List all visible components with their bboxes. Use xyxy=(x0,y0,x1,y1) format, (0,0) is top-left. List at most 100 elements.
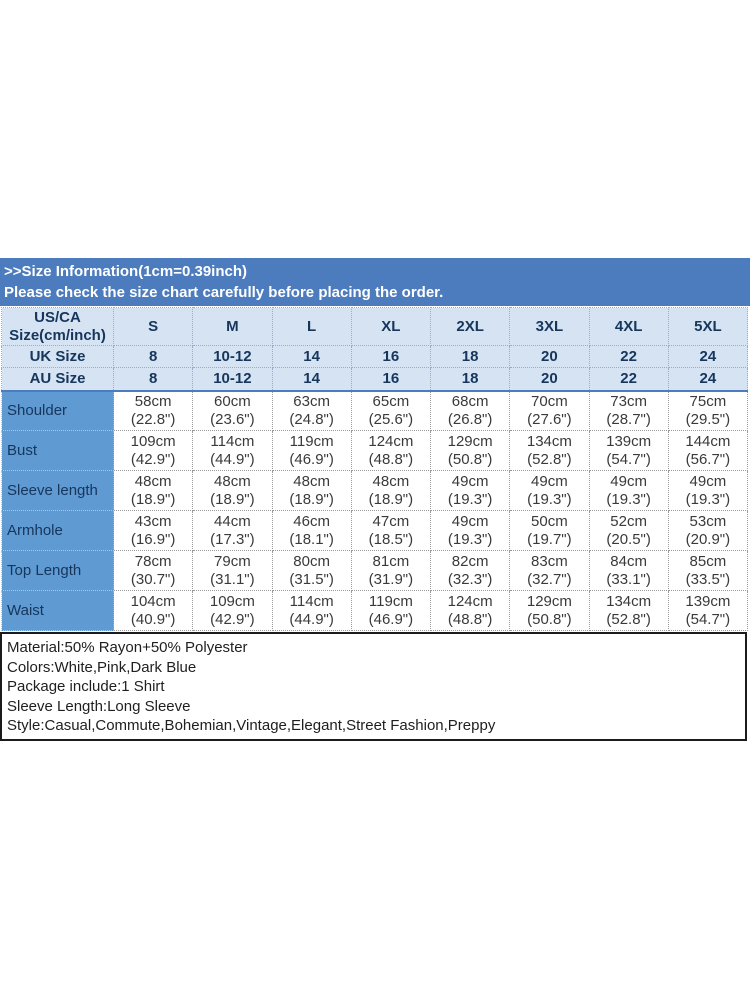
row-label-uk-size: UK Size xyxy=(1,345,114,368)
measurement-value: 84cm (33.1") xyxy=(588,550,669,591)
detail-line-package: Package include:1 Shirt xyxy=(7,678,165,695)
column-header-xl: XL xyxy=(350,307,432,346)
column-header-5xl: 5XL xyxy=(667,307,749,346)
size-conversion-value: 14 xyxy=(271,345,352,368)
size-conversion-value: 18 xyxy=(429,345,511,368)
column-header-l: L xyxy=(271,307,352,346)
measurement-value: 124cm (48.8") xyxy=(429,590,511,631)
measurement-value: 49cm (19.3") xyxy=(667,470,749,511)
detail-line-sleeve-length: Sleeve Length:Long Sleeve xyxy=(7,697,191,715)
row-label-top-length: Top Length xyxy=(1,550,114,591)
measurement-value: 44cm (17.3") xyxy=(192,510,273,551)
measurement-value: 48cm (18.9") xyxy=(271,470,352,511)
table-row: Armhole 43cm (16.9") 44cm (17.3") 46cm (18.… xyxy=(1,510,749,551)
size-conversion-value: 16 xyxy=(350,345,432,368)
size-conversion-value: 22 xyxy=(588,367,669,392)
table-row: UK Size 8 10-12 14 16 18 20 22 24 xyxy=(1,345,749,368)
measurement-value: 109cm (42.9") xyxy=(112,430,194,471)
size-conversion-value: 22 xyxy=(588,345,669,368)
table-row: Bust 109cm (42.9") 114cm (44.9") 119cm (46.… xyxy=(1,430,749,471)
detail-line-material: Material:50% Rayon+50% Polyester xyxy=(7,639,248,656)
banner-title: >>Size Information(1cm=0.39inch) xyxy=(4,263,247,280)
measurement-value: 70cm (27.6") xyxy=(509,390,590,431)
measurement-value: 68cm (26.8") xyxy=(429,390,511,431)
measurement-value: 49cm (19.3") xyxy=(588,470,669,511)
measurement-value: 52cm (20.5") xyxy=(588,510,669,551)
table-row: Shoulder 58cm (22.8") 60cm (23.6") 63cm (24… xyxy=(1,390,749,431)
measurement-value: 114cm (44.9") xyxy=(192,430,273,471)
row-label-sleeve-length: Sleeve length xyxy=(1,470,114,511)
measurement-value: 58cm (22.8") xyxy=(112,390,194,431)
detail-line-style: Style:Casual,Commute,Bohemian,Vintage,El… xyxy=(7,717,496,734)
banner-subtitle: Please check the size chart carefully be… xyxy=(4,284,444,301)
column-header-2xl: 2XL xyxy=(429,307,511,346)
table-row: AU Size 8 10-12 14 16 18 20 22 24 xyxy=(1,367,749,392)
measurement-value: 53cm (20.9") xyxy=(667,510,749,551)
column-header-m: M xyxy=(192,307,273,346)
table-header-row: US/CA Size(cm/inch) S M L XL 2XL 3XL 4XL 5XL xyxy=(1,307,749,346)
measurement-value: 43cm (16.9") xyxy=(112,510,194,551)
size-conversion-value: 18 xyxy=(429,367,511,392)
column-header-3xl: 3XL xyxy=(509,307,590,346)
size-conversion-value: 8 xyxy=(112,345,194,368)
corner-us-ca-size-label: US/CA Size(cm/inch) xyxy=(1,307,114,346)
measurement-value: 139cm (54.7") xyxy=(588,430,669,471)
measurement-value: 81cm (31.9") xyxy=(350,550,432,591)
size-table: US/CA Size(cm/inch) S M L XL 2XL 3XL 4XL 5XL UK S… xyxy=(1,307,749,631)
size-table-body: US/CA Size(cm/inch) S M L XL 2XL 3XL 4XL 5XL UK S… xyxy=(1,307,749,631)
size-conversion-value: 16 xyxy=(350,367,432,392)
size-conversion-value: 14 xyxy=(271,367,352,392)
measurement-value: 49cm (19.3") xyxy=(509,470,590,511)
measurement-value: 114cm (44.9") xyxy=(271,590,352,631)
measurement-value: 144cm (56.7") xyxy=(667,430,749,471)
measurement-value: 46cm (18.1") xyxy=(271,510,352,551)
measurement-value: 139cm (54.7") xyxy=(667,590,749,631)
size-conversion-value: 24 xyxy=(667,367,749,392)
measurement-value: 60cm (23.6") xyxy=(192,390,273,431)
column-header-s: S xyxy=(112,307,194,346)
measurement-value: 80cm (31.5") xyxy=(271,550,352,591)
measurement-value: 83cm (32.7") xyxy=(509,550,590,591)
row-label-armhole: Armhole xyxy=(1,510,114,551)
measurement-value: 134cm (52.8") xyxy=(509,430,590,471)
measurement-value: 124cm (48.8") xyxy=(350,430,432,471)
measurement-value: 79cm (31.1") xyxy=(192,550,273,591)
size-conversion-value: 10-12 xyxy=(192,345,273,368)
measurement-value: 134cm (52.8") xyxy=(588,590,669,631)
measurement-value: 63cm (24.8") xyxy=(271,390,352,431)
size-conversion-value: 8 xyxy=(112,367,194,392)
table-row: Sleeve length 48cm (18.9") 48cm (18.9") 48c… xyxy=(1,470,749,511)
measurement-value: 48cm (18.9") xyxy=(192,470,273,511)
measurement-value: 47cm (18.5") xyxy=(350,510,432,551)
measurement-value: 75cm (29.5") xyxy=(667,390,749,431)
measurement-value: 119cm (46.9") xyxy=(350,590,432,631)
row-label-au-size: AU Size xyxy=(1,367,114,392)
measurement-value: 48cm (18.9") xyxy=(112,470,194,511)
product-details-box: Material:50% Rayon+50% Polyester Colors:… xyxy=(0,632,747,741)
measurement-value: 109cm (42.9") xyxy=(192,590,273,631)
size-info-banner: >>Size Information(1cm=0.39inch) Please … xyxy=(0,258,750,306)
measurement-value: 104cm (40.9") xyxy=(112,590,194,631)
measurement-value: 85cm (33.5") xyxy=(667,550,749,591)
measurement-value: 129cm (50.8") xyxy=(509,590,590,631)
size-conversion-value: 10-12 xyxy=(192,367,273,392)
row-label-waist: Waist xyxy=(1,590,114,631)
size-conversion-value: 24 xyxy=(667,345,749,368)
table-row: Top Length 78cm (30.7") 79cm (31.1") 80cm (… xyxy=(1,550,749,591)
measurement-value: 50cm (19.7") xyxy=(509,510,590,551)
measurement-value: 48cm (18.9") xyxy=(350,470,432,511)
detail-line-colors: Colors:White,Pink,Dark Blue xyxy=(7,658,197,676)
column-header-4xl: 4XL xyxy=(588,307,669,346)
measurement-value: 129cm (50.8") xyxy=(429,430,511,471)
size-conversion-value: 20 xyxy=(509,367,590,392)
size-conversion-value: 20 xyxy=(509,345,590,368)
measurement-value: 73cm (28.7") xyxy=(588,390,669,431)
measurement-value: 119cm (46.9") xyxy=(271,430,352,471)
table-row: Waist 104cm (40.9") 109cm (42.9") 114cm (44… xyxy=(1,590,749,631)
measurement-value: 78cm (30.7") xyxy=(112,550,194,591)
measurement-value: 82cm (32.3") xyxy=(429,550,511,591)
measurement-value: 49cm (19.3") xyxy=(429,470,511,511)
row-label-shoulder: Shoulder xyxy=(1,390,114,431)
measurement-value: 65cm (25.6") xyxy=(350,390,432,431)
